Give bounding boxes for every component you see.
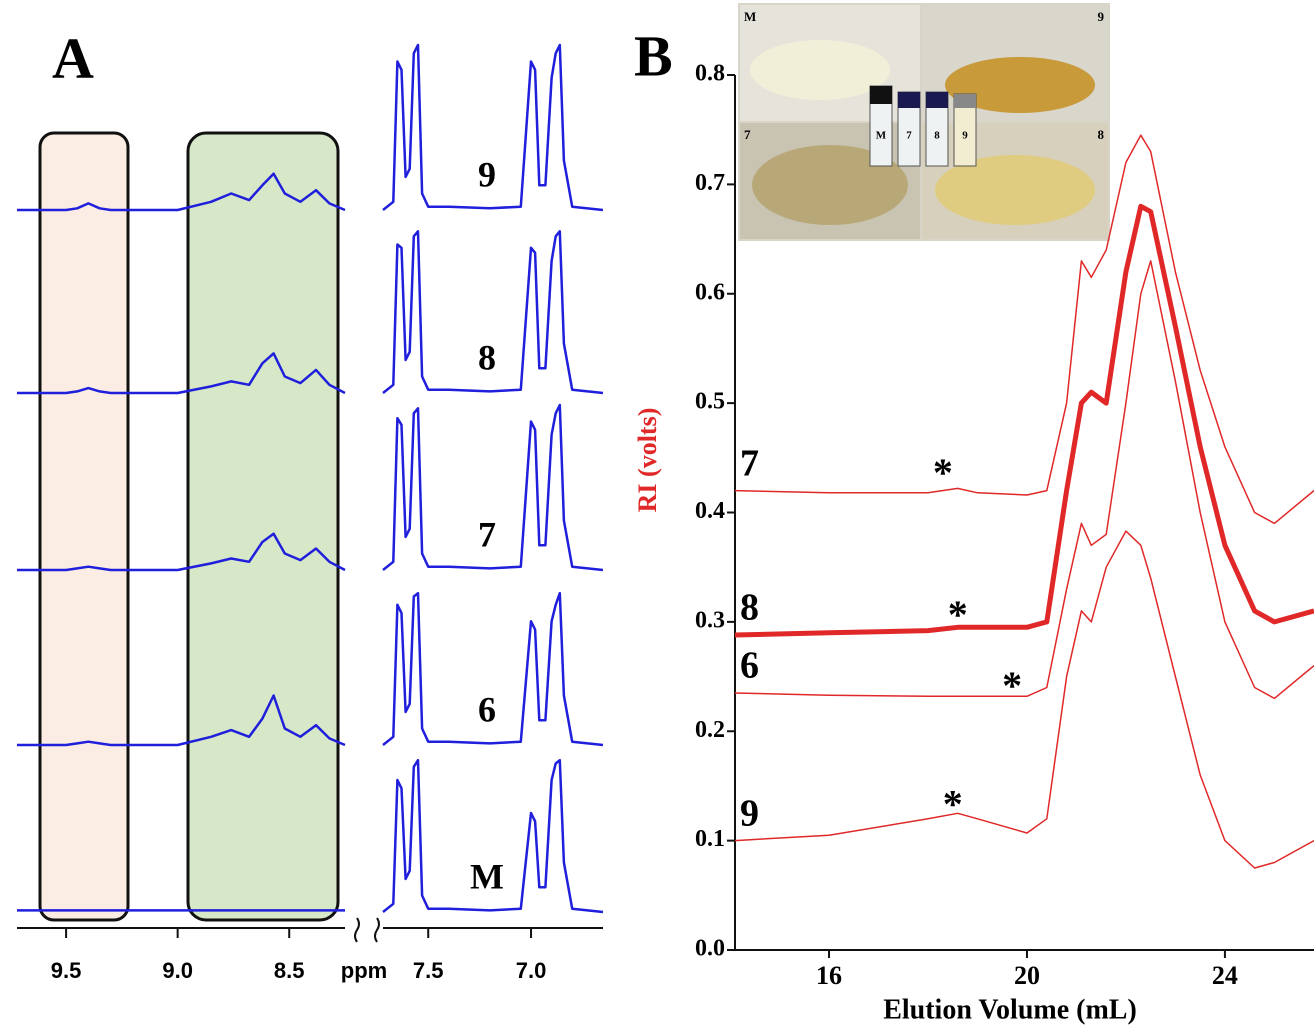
x-axis-label: ppm xyxy=(341,958,387,983)
y-tick-label: 0.5 xyxy=(695,389,725,415)
series-label: 7 xyxy=(478,514,496,554)
y-axis-label: RI (volts) xyxy=(633,408,662,513)
series-label: 9 xyxy=(740,792,759,834)
x-tick-label: 7.5 xyxy=(413,958,444,983)
y-tick-label: 0.2 xyxy=(695,717,725,743)
sample xyxy=(750,40,890,100)
inset-label: 7 xyxy=(744,127,751,142)
series-label: M xyxy=(470,856,504,896)
vial-label: 9 xyxy=(962,130,968,142)
x-tick-label: 20 xyxy=(1014,961,1040,990)
series-line xyxy=(735,531,1314,868)
vial-label: 8 xyxy=(934,130,940,142)
highlight-box xyxy=(40,133,128,920)
x-tick-label: 16 xyxy=(816,961,842,990)
annotation: * xyxy=(948,592,968,637)
panel-label: A xyxy=(52,25,94,90)
vial-cap xyxy=(870,86,892,104)
series-label: 8 xyxy=(740,587,759,629)
series-line xyxy=(735,206,1314,635)
vial-label: M xyxy=(876,130,887,142)
annotation: * xyxy=(943,781,963,826)
vial-cap xyxy=(898,92,920,108)
y-tick-label: 0.1 xyxy=(695,826,725,852)
inset-label: M xyxy=(744,9,756,24)
inset-photo xyxy=(738,3,1110,241)
y-tick-label: 0.7 xyxy=(695,170,725,196)
vial-cap xyxy=(954,94,976,108)
y-tick-label: 0.0 xyxy=(695,936,725,962)
x-tick-label: 24 xyxy=(1212,961,1238,990)
series-label: 7 xyxy=(740,442,759,484)
x-tick-label: 7.0 xyxy=(516,958,547,983)
x-tick-label: 9.5 xyxy=(51,958,82,983)
y-tick-label: 0.3 xyxy=(695,607,725,633)
y-tick-label: 0.8 xyxy=(695,61,725,87)
annotation: * xyxy=(1002,663,1022,708)
series-label: 6 xyxy=(478,689,496,729)
annotation: * xyxy=(933,450,953,495)
y-tick-label: 0.4 xyxy=(695,498,725,524)
vial-label: 7 xyxy=(906,130,912,142)
highlight-box xyxy=(188,133,338,920)
inset-label: 9 xyxy=(1098,9,1105,24)
x-tick-label: 8.5 xyxy=(274,958,305,983)
series-label: 8 xyxy=(478,337,496,377)
vial-cap xyxy=(926,92,948,108)
y-tick-label: 0.6 xyxy=(695,279,725,305)
x-axis-label: Elution Volume (mL) xyxy=(883,994,1137,1025)
axis-break xyxy=(355,918,379,942)
x-tick-label: 9.0 xyxy=(162,958,193,983)
panel-label: B xyxy=(634,23,673,88)
inset-label: 8 xyxy=(1098,127,1105,142)
series-label: 6 xyxy=(740,645,759,687)
series-label: 9 xyxy=(478,154,496,194)
page: A 9.5 9.0 8.5 7.5 7.0 ppm 9 8 7 6 M B 0.0 0.1 0.2 0.3 0.4… xyxy=(0,0,1314,1030)
figure: A 9.5 9.0 8.5 7.5 7.0 ppm 9 8 7 6 M B 0.0 0.1 0.2 0.3 0.4… xyxy=(0,0,1314,1030)
